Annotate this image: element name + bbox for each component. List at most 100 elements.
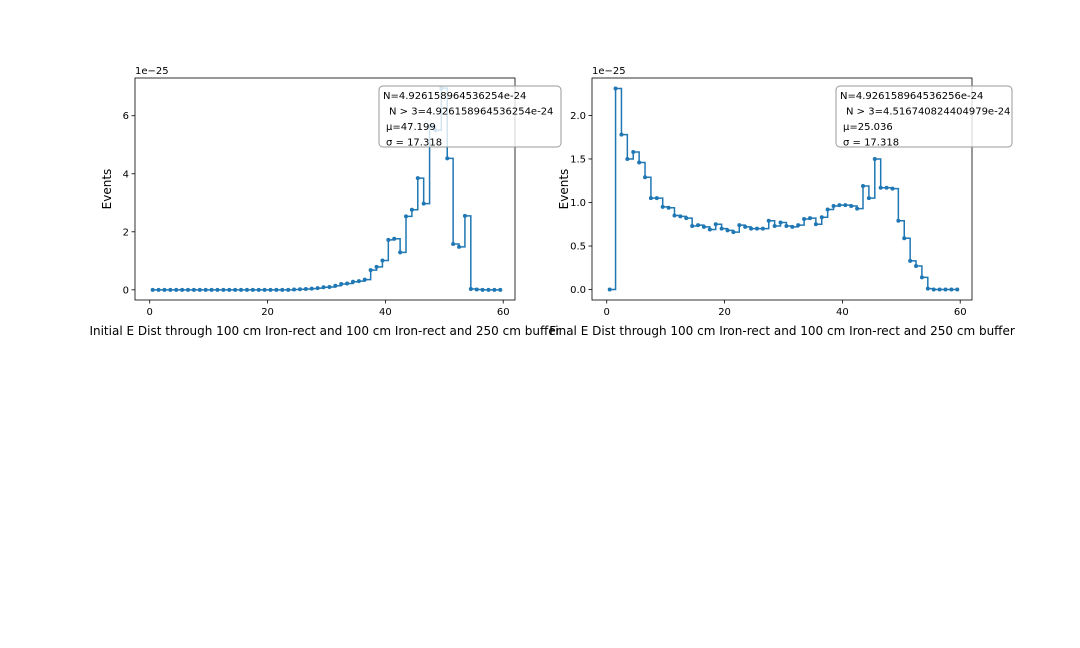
data-point bbox=[719, 226, 724, 231]
data-point bbox=[754, 226, 759, 231]
data-point bbox=[174, 287, 179, 292]
x-axis-label: Initial E Dist through 100 cm Iron-rect … bbox=[89, 324, 560, 338]
y-axis-label: Events bbox=[100, 169, 114, 210]
y-tick-label: 6 bbox=[123, 111, 129, 122]
data-point bbox=[180, 287, 185, 292]
y-tick-label: 2.0 bbox=[570, 111, 586, 122]
data-point bbox=[303, 286, 308, 291]
data-point bbox=[660, 204, 665, 209]
data-point bbox=[666, 205, 671, 210]
data-point bbox=[749, 226, 754, 231]
data-point bbox=[380, 258, 385, 263]
data-point bbox=[398, 250, 403, 255]
data-point bbox=[637, 160, 642, 165]
data-point bbox=[919, 275, 924, 280]
data-point bbox=[191, 287, 196, 292]
data-point bbox=[186, 287, 191, 292]
data-point bbox=[643, 175, 648, 180]
data-point bbox=[908, 258, 913, 263]
data-point bbox=[955, 287, 960, 292]
data-point bbox=[866, 196, 871, 201]
data-point bbox=[743, 224, 748, 229]
data-point bbox=[321, 285, 326, 290]
stats-line: N > 3=4.926158964536254e-24 bbox=[389, 107, 553, 118]
x-tick-label: 0 bbox=[147, 307, 153, 318]
data-point bbox=[168, 287, 173, 292]
data-point bbox=[654, 196, 659, 201]
axes-frame bbox=[591, 77, 973, 301]
data-point bbox=[409, 207, 414, 212]
data-point bbox=[937, 287, 942, 292]
y-offset-label: 1e−25 bbox=[592, 66, 626, 77]
data-point bbox=[451, 241, 456, 246]
stats-line: μ=25.036 bbox=[843, 122, 893, 133]
data-point bbox=[268, 287, 273, 292]
data-point bbox=[772, 224, 777, 228]
x-tick-label: 20 bbox=[718, 307, 731, 318]
data-point bbox=[474, 287, 479, 292]
x-tick-label: 0 bbox=[604, 307, 610, 318]
data-point bbox=[766, 218, 771, 223]
data-point bbox=[678, 214, 683, 219]
stats-line: μ=47.199 bbox=[386, 122, 436, 133]
data-point bbox=[878, 185, 883, 190]
data-point bbox=[404, 214, 409, 219]
data-point bbox=[631, 150, 636, 154]
data-point bbox=[855, 206, 860, 211]
y-axis-label: Events bbox=[557, 169, 571, 210]
data-point bbox=[861, 183, 866, 188]
y-offset-label: 1e−25 bbox=[135, 66, 169, 77]
data-point bbox=[707, 227, 712, 232]
data-point bbox=[327, 284, 332, 289]
data-point bbox=[498, 287, 503, 292]
data-point bbox=[350, 279, 355, 284]
data-point bbox=[831, 203, 836, 208]
data-point bbox=[221, 287, 226, 292]
y-tick-label: 0.0 bbox=[570, 285, 586, 296]
data-point bbox=[684, 216, 689, 221]
data-point bbox=[209, 287, 214, 292]
data-point bbox=[486, 287, 491, 292]
data-point bbox=[648, 196, 653, 201]
data-point bbox=[339, 282, 344, 287]
data-point bbox=[457, 244, 462, 249]
data-point bbox=[297, 287, 302, 292]
stats-line: N > 3=4.516740824404979e-24 bbox=[846, 107, 1010, 118]
data-point bbox=[931, 287, 936, 292]
left-plot: 0 20 40 60 0 2 4 6 1e−25 Initial E Dist through 1… bbox=[89, 66, 562, 338]
data-point bbox=[333, 283, 338, 288]
data-point bbox=[672, 213, 677, 218]
data-point bbox=[925, 286, 930, 291]
data-point bbox=[802, 217, 807, 222]
stats-line: σ = 17.318 bbox=[843, 138, 899, 149]
data-point bbox=[731, 230, 736, 235]
data-point bbox=[356, 279, 361, 284]
stats-line: σ = 17.318 bbox=[386, 138, 442, 149]
data-point bbox=[227, 287, 232, 292]
data-point bbox=[813, 222, 818, 227]
data-point bbox=[872, 156, 877, 161]
data-point bbox=[713, 222, 718, 227]
data-point bbox=[760, 226, 765, 231]
data-point bbox=[250, 287, 255, 292]
data-point bbox=[613, 86, 618, 91]
data-point bbox=[386, 237, 391, 242]
data-point bbox=[468, 286, 473, 291]
data-point bbox=[949, 287, 954, 292]
stats-box bbox=[378, 85, 562, 148]
data-point bbox=[607, 287, 612, 292]
data-point bbox=[150, 287, 155, 292]
data-point bbox=[462, 213, 467, 218]
data-point bbox=[392, 236, 397, 241]
data-point bbox=[286, 287, 291, 292]
data-point bbox=[274, 287, 279, 292]
data-point bbox=[914, 264, 919, 269]
data-point bbox=[315, 286, 320, 291]
data-point bbox=[843, 203, 848, 208]
data-point bbox=[737, 223, 742, 228]
data-point bbox=[902, 236, 907, 241]
data-point bbox=[445, 156, 450, 161]
data-point bbox=[244, 287, 249, 292]
data-point bbox=[262, 287, 267, 292]
